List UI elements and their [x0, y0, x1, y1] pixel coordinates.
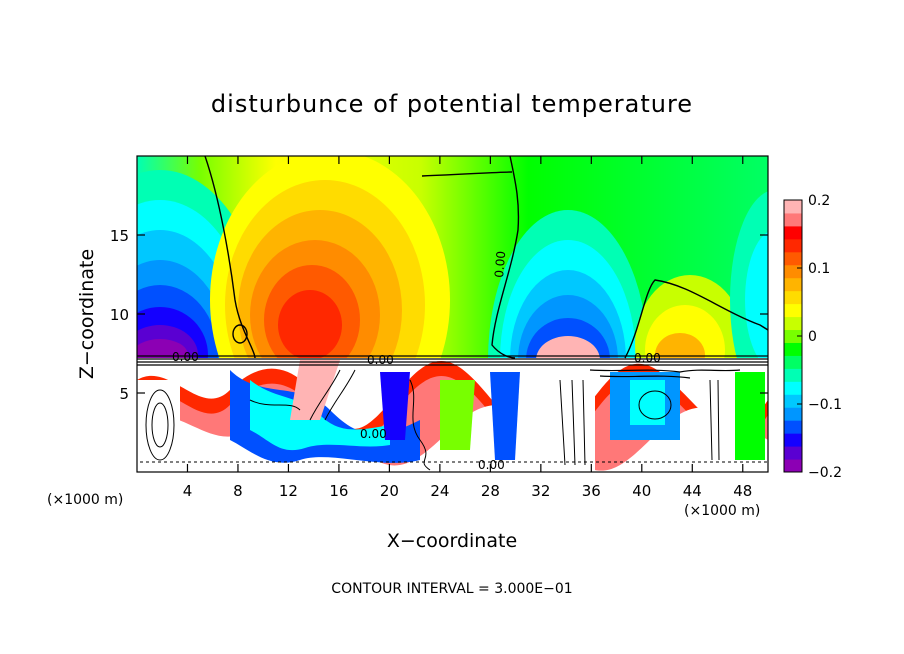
- plot-area: [137, 156, 768, 472]
- contour-label: 0.00: [367, 353, 394, 367]
- contour-lines: [204, 156, 768, 359]
- colorbar-swatch: [784, 303, 802, 318]
- x-tick-label: 44: [683, 482, 702, 500]
- x-tick-label: 32: [531, 482, 550, 500]
- lower-turbulent-field: [137, 358, 768, 472]
- colorbar-swatch: [784, 316, 802, 331]
- colorbar-swatch: [784, 200, 802, 214]
- colorbar-swatch: [784, 225, 802, 240]
- contour-label: 0.00: [478, 458, 505, 472]
- colorbar-tick-label: 0: [808, 329, 817, 345]
- y-tick-label: 15: [110, 227, 129, 245]
- x-axis-label: X−coordinate: [387, 530, 517, 552]
- x-unit-label-right: (×1000 m): [684, 503, 760, 519]
- x-tick-label: 8: [233, 482, 243, 500]
- x-tick-label: 40: [632, 482, 651, 500]
- colorbar-swatch: [784, 433, 802, 447]
- y-tick-label: 10: [110, 306, 129, 324]
- colorbar-swatch: [784, 446, 802, 460]
- y-axis: 5 10 15: [110, 227, 768, 403]
- colorbar-swatch: [784, 381, 802, 395]
- interface-band: [137, 355, 768, 379]
- chart-title: disturbunce of potential temperature: [211, 90, 693, 118]
- x-tick-label: 28: [481, 482, 500, 500]
- colorbar-swatch: [784, 238, 802, 253]
- colorbar-swatch: [784, 342, 802, 356]
- contour-label: 0.00: [492, 250, 508, 278]
- x-axis: 4 8 12 16 20 24 28 32 36 40 44 48: [183, 156, 752, 500]
- colorbar: 0.2 0.1 0 −0.1 −0.2: [783, 193, 842, 481]
- colorbar-swatch: [784, 212, 802, 227]
- colorbar-swatch: [784, 407, 802, 421]
- contour-label: 0.00: [360, 427, 387, 441]
- colorbar-swatch: [784, 394, 802, 408]
- colorbar-swatch: [784, 264, 802, 279]
- colorbar-tick-label: −0.2: [808, 465, 842, 481]
- y-axis-label: Z−coordinate: [76, 249, 98, 379]
- contour-interval-footer: CONTOUR INTERVAL = 3.000E−01: [331, 581, 572, 597]
- colorbar-swatch: [784, 368, 802, 382]
- y-tick-label: 5: [119, 385, 129, 403]
- colorbar-swatch: [784, 459, 802, 473]
- x-tick-label: 24: [430, 482, 449, 500]
- x-tick-label: 16: [329, 482, 348, 500]
- lower-contours: [140, 369, 768, 471]
- x-tick-label: 4: [183, 482, 193, 500]
- contour-label: 0.00: [634, 351, 661, 365]
- colorbar-swatch: [784, 420, 802, 434]
- x-tick-label: 36: [582, 482, 601, 500]
- colorbar-swatch: [784, 251, 802, 266]
- colorbar-tick-label: 0.2: [808, 193, 830, 209]
- x-tick-label: 20: [380, 482, 399, 500]
- x-unit-label: (×1000 m): [47, 492, 123, 508]
- colorbar-tick-label: −0.1: [808, 397, 842, 413]
- right-edge-negative-anomaly: [730, 191, 768, 409]
- x-tick-label: 12: [279, 482, 298, 500]
- colorbar-swatch: [784, 290, 802, 305]
- colorbar-tick-label: 0.1: [808, 261, 830, 277]
- contour-label: 0.00: [172, 350, 199, 364]
- colorbar-swatch: [784, 329, 802, 343]
- contour-labels: 0.00 0.00 0.00 0.00 0.00 0.00: [172, 250, 661, 472]
- colorbar-swatch: [784, 355, 802, 369]
- x-tick-label: 48: [733, 482, 752, 500]
- colorbar-swatch: [784, 277, 802, 292]
